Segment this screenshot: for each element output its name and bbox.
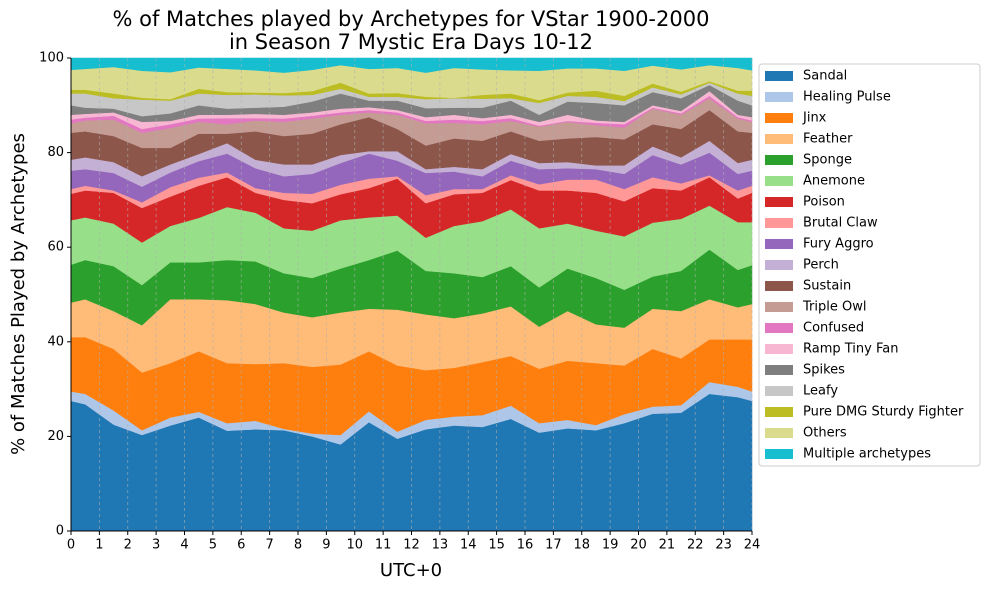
x-tick-label: 17	[545, 538, 562, 553]
x-tick-label: 3	[152, 538, 160, 553]
legend-label: Triple Owl	[802, 300, 866, 315]
chart-title: in Season 7 Mystic Era Days 10-12	[229, 30, 593, 54]
legend-label: Ramp Tiny Fan	[803, 342, 898, 357]
x-tick-label: 18	[573, 538, 590, 553]
x-tick-label: 5	[209, 538, 217, 553]
y-tick-label: 60	[47, 240, 64, 255]
x-tick-label: 0	[67, 538, 75, 553]
legend-swatch	[765, 323, 793, 333]
chart-title: % of Matches played by Archetypes for VS…	[113, 7, 710, 31]
legend-swatch	[765, 239, 793, 249]
legend-swatch	[765, 92, 793, 102]
x-tick-label: 12	[403, 538, 420, 553]
x-axis-label: UTC+0	[380, 560, 442, 581]
x-tick-label: 6	[237, 538, 245, 553]
legend-label: Sandal	[803, 69, 847, 84]
x-tick-label: 10	[346, 538, 363, 553]
legend-swatch	[765, 449, 793, 459]
legend-swatch	[765, 260, 793, 270]
legend-swatch	[765, 386, 793, 396]
y-tick-label: 20	[47, 429, 64, 444]
axes: 0 1 2 3 4 5 6 7 8 9 10 11 12 13 14 15 16 17 18 19 20 21 22 23 24…	[39, 51, 760, 553]
x-tick-label: 11	[375, 538, 392, 553]
legend-swatch	[765, 113, 793, 123]
x-tick-label: 21	[659, 538, 676, 553]
x-tick-label: 2	[124, 538, 132, 553]
legend-swatch	[765, 134, 793, 144]
legend-swatch	[765, 218, 793, 228]
legend-label: Sustain	[803, 279, 851, 294]
legend-swatch	[765, 176, 793, 186]
legend-label: Jinx	[802, 111, 827, 126]
x-tick-label: 1	[95, 538, 103, 553]
x-tick-label: 9	[322, 538, 330, 553]
legend-label: Feather	[803, 132, 853, 147]
y-tick-label: 80	[47, 145, 64, 160]
x-tick-label: 22	[687, 538, 704, 553]
legend-label: Multiple archetypes	[803, 447, 931, 462]
legend-swatch	[765, 197, 793, 207]
legend-label: Brutal Claw	[803, 216, 878, 231]
legend-label: Perch	[803, 258, 839, 273]
legend-label: Confused	[803, 321, 864, 336]
x-tick-label: 13	[432, 538, 449, 553]
legend-swatch	[765, 344, 793, 354]
legend-box	[758, 63, 981, 467]
legend-label: Pure DMG Sturdy Fighter	[803, 405, 964, 420]
legend-swatch	[765, 365, 793, 375]
x-tick-label: 24	[744, 538, 761, 553]
legend-swatch	[765, 407, 793, 417]
legend-label: Spikes	[803, 363, 845, 378]
x-tick-label: 20	[630, 538, 647, 553]
legend-label: Poison	[803, 195, 845, 210]
x-tick-label: 7	[265, 538, 273, 553]
x-tick-label: 16	[517, 538, 534, 553]
y-axis-label: % of Matches Played by Archetypes	[8, 133, 29, 455]
legend-label: Leafy	[803, 384, 838, 399]
legend-label: Sponge	[803, 153, 852, 168]
legend-swatch	[765, 155, 793, 165]
legend-label: Fury Aggro	[803, 237, 874, 252]
legend-label: Others	[803, 426, 847, 441]
y-tick-label: 40	[47, 334, 64, 349]
legend-swatch	[765, 428, 793, 438]
legend-label: Healing Pulse	[803, 90, 891, 105]
legend-swatch	[765, 281, 793, 291]
y-tick-label: 100	[39, 51, 64, 66]
x-tick-label: 23	[715, 538, 732, 553]
x-tick-label: 15	[488, 538, 505, 553]
x-tick-label: 14	[460, 538, 477, 553]
x-tick-label: 8	[294, 538, 302, 553]
legend-swatch	[765, 302, 793, 312]
x-tick-label: 4	[180, 538, 188, 553]
x-tick-label: 19	[602, 538, 619, 553]
legend-swatch	[765, 71, 793, 81]
legend-label: Anemone	[803, 174, 865, 189]
y-tick-label: 0	[56, 524, 64, 539]
